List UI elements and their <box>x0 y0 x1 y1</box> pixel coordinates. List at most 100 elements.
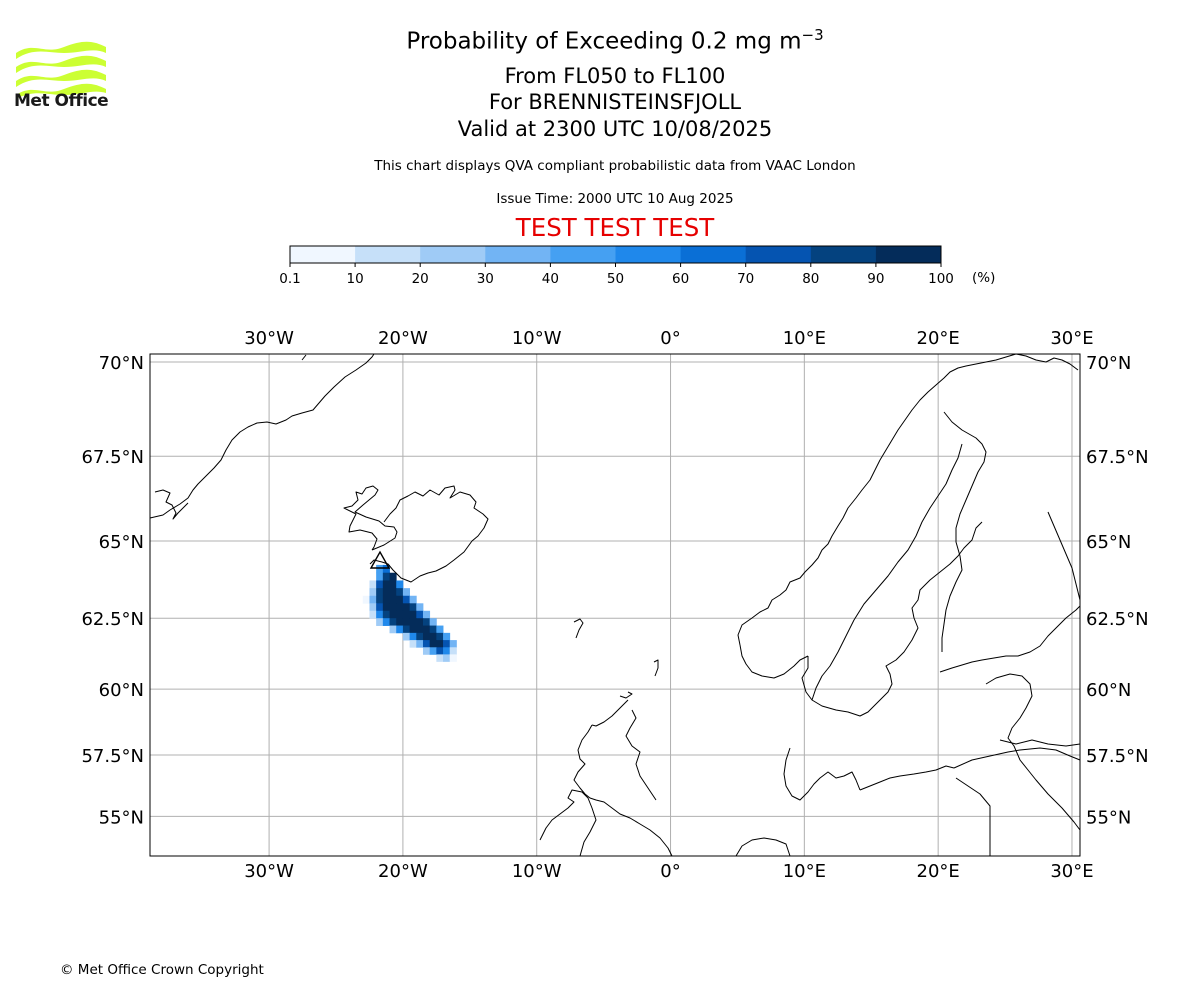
plume-cell <box>422 610 431 619</box>
valid-time: Valid at 2300 UTC 10/08/2025 <box>457 117 773 141</box>
logo-wave <box>16 83 106 99</box>
plume-cell <box>382 588 390 597</box>
plume-cell <box>376 603 384 612</box>
plume-cell <box>382 564 390 574</box>
title-text: Probability of Exceeding 0.2 mg m <box>406 28 802 55</box>
colorbar-segment <box>680 246 747 263</box>
coastline-ireland <box>539 789 597 857</box>
latitude-label-right: 67.5°N <box>1086 447 1149 468</box>
colorbar-segment <box>290 246 356 263</box>
plume-cell <box>376 564 384 574</box>
plume-cell <box>449 654 457 662</box>
logo-wave <box>16 41 106 59</box>
border-baltic-states <box>953 747 1081 769</box>
colorbar-unit: (%) <box>972 270 996 286</box>
plume-cell <box>429 625 437 634</box>
colorbar-segment <box>355 246 421 263</box>
plume-cell <box>416 618 424 626</box>
plume-cell <box>376 595 384 604</box>
plume-cell <box>389 572 397 581</box>
longitude-label-top: 0° <box>660 328 680 349</box>
plume-cell <box>409 632 417 641</box>
plume-cell <box>429 632 437 641</box>
longitude-label-bottom: 0° <box>660 861 680 882</box>
coastline-sweden <box>801 521 983 717</box>
plume-cell <box>382 610 390 619</box>
coastline-finland <box>939 605 1081 673</box>
longitude-label-top: 20°W <box>378 328 428 349</box>
coastline-faroe <box>573 618 584 639</box>
plume-cell <box>396 588 404 597</box>
plume-cell <box>436 640 444 648</box>
plume-cell <box>382 572 390 581</box>
colorbar-tick-label: 40 <box>542 271 559 287</box>
title-exponent: −3 <box>801 26 824 44</box>
plume-cell <box>436 632 444 641</box>
plume-cell <box>396 625 404 634</box>
plume-cell <box>369 588 377 597</box>
coastline-shetland <box>653 659 659 677</box>
plume-cell <box>422 625 431 634</box>
coastlines <box>149 353 1081 857</box>
plume-cell <box>376 610 384 619</box>
plume-cell <box>436 647 444 655</box>
plume-cell <box>416 625 424 634</box>
latitude-label-left: 57.5°N <box>81 746 144 767</box>
plume-cell <box>376 588 384 597</box>
plume-cell <box>369 595 377 604</box>
plume-cell <box>389 625 397 634</box>
plume-cell <box>449 640 457 648</box>
logo-wave <box>16 69 106 87</box>
colorbar-tick-label: 10 <box>347 271 364 287</box>
longitude-label-top: 30°W <box>244 328 294 349</box>
plume-cell <box>402 625 410 634</box>
plume-cell <box>443 654 451 662</box>
longitude-label-bottom: 20°W <box>378 861 428 882</box>
chart-title: Probability of Exceeding 0.2 mg m−3 <box>0 26 1200 55</box>
coastline-norway-south <box>739 644 809 679</box>
plume-cell <box>382 580 390 589</box>
plume-cell <box>362 595 370 604</box>
longitude-label-top: 10°E <box>783 328 826 349</box>
coastline-netherlands <box>735 837 791 857</box>
plume-cell <box>443 647 451 655</box>
coastline-greenland-north <box>301 354 307 361</box>
colorbar-tick-label: 30 <box>477 271 494 287</box>
plume-cell <box>409 618 417 626</box>
plume-cell <box>396 595 404 604</box>
plume-cell <box>402 632 410 641</box>
chart-subtitle: This chart displays QVA compliant probab… <box>374 158 856 174</box>
plume-cell <box>402 618 410 626</box>
latitude-label-right: 70°N <box>1086 353 1131 374</box>
latitude-label-right: 60°N <box>1086 680 1131 701</box>
longitude-label-bottom: 20°E <box>917 861 960 882</box>
plume-cell <box>396 603 404 612</box>
plume-cell <box>369 580 377 589</box>
plume-cell <box>436 625 444 634</box>
plume-cell <box>402 595 410 604</box>
plume-cell <box>396 610 404 619</box>
coastline-germany-poland <box>859 765 955 791</box>
latitude-label-right: 62.5°N <box>1086 609 1149 630</box>
plume-cell <box>416 603 424 612</box>
colorbar-segment <box>745 246 812 263</box>
latitude-label-left: 62.5°N <box>81 609 144 630</box>
plume-cell <box>389 595 397 604</box>
logo-wave <box>16 55 106 73</box>
border-latvia <box>999 739 1081 747</box>
coastline-iceland-north <box>369 485 489 583</box>
coastline-greenland <box>149 353 375 519</box>
plume-cell <box>409 595 417 604</box>
colorbar-segment <box>420 246 486 263</box>
flight-level-range: From FL050 to FL100 <box>504 64 726 88</box>
plume-cell <box>389 610 397 619</box>
plume-cell <box>429 640 437 648</box>
plume-cell <box>409 640 417 648</box>
plume-cell <box>369 603 377 612</box>
coastline-great-britain <box>573 724 673 857</box>
plume-cell <box>376 618 384 626</box>
plume-cell <box>429 618 437 626</box>
coastline-greenland-coast <box>154 489 189 520</box>
border-finland-russia <box>1047 511 1081 601</box>
volcano-marker <box>369 550 391 569</box>
